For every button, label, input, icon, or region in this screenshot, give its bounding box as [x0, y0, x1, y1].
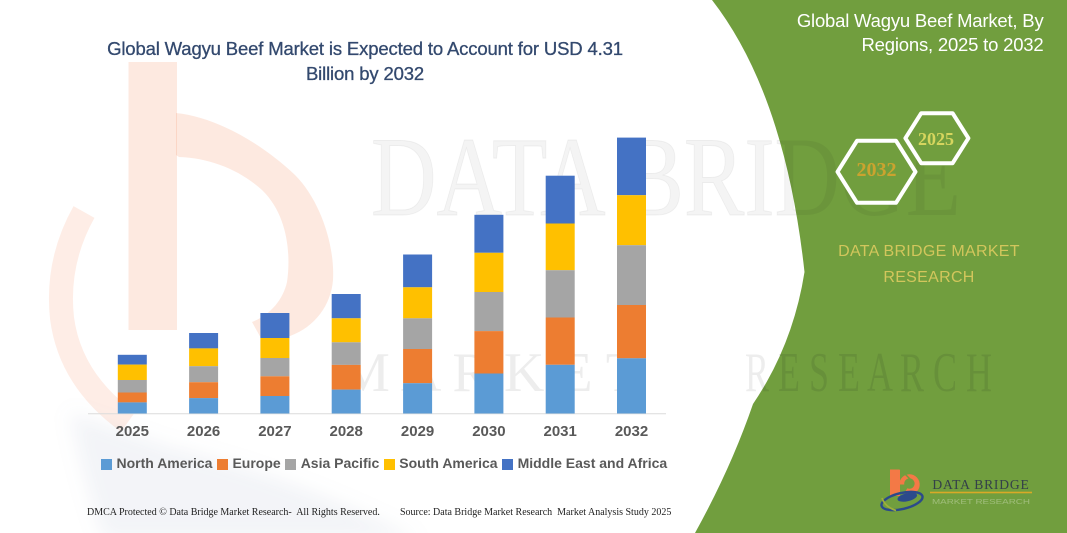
svg-text:R E S E A R C H: R E S E A R C H — [745, 342, 992, 404]
svg-text:DATA BRIDGE: DATA BRIDGE — [932, 477, 1029, 492]
svg-text:MARKET RESEARCH: MARKET RESEARCH — [932, 497, 1030, 506]
